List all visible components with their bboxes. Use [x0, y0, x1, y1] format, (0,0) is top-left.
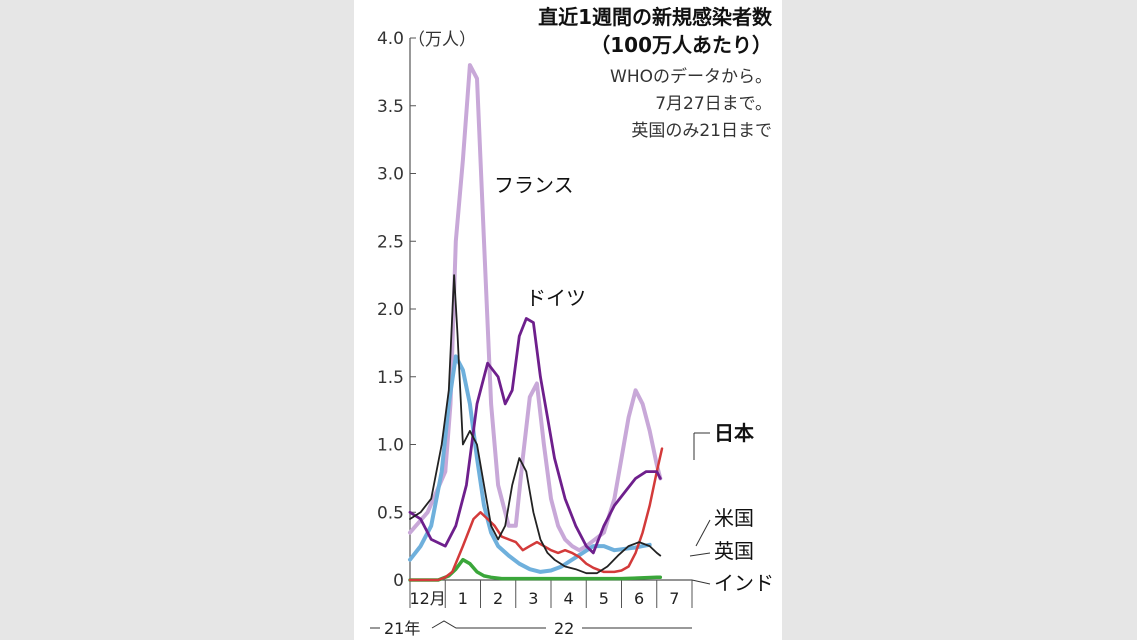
series-line-germany — [408, 317, 662, 555]
series-line-uk — [408, 354, 652, 574]
y-ticks: 0 0.5 1.0 1.5 2.0 2.5 3.0 3.5 4.0 — [377, 29, 416, 591]
y-tick-label: 0 — [393, 571, 404, 591]
x-month-label: 7 — [669, 589, 679, 608]
chart: 直近1週間の新規感染者数 （100万人あたり） WHOのデータから。 7月27日… — [370, 5, 774, 638]
label-germany: ドイツ — [526, 286, 586, 310]
x-month-label: 1 — [458, 589, 468, 608]
leader-india — [691, 579, 711, 585]
chart-title: 直近1週間の新規感染者数 — [538, 5, 773, 29]
x-month-label: 3 — [528, 589, 538, 608]
year-label-2022: 22 — [554, 619, 574, 638]
leader-us — [695, 519, 711, 547]
series-line-us — [409, 274, 662, 575]
series-line-japan — [408, 447, 664, 582]
x-ticks: 12月 1 2 3 4 5 6 7 — [409, 580, 693, 608]
x-month-label: 6 — [634, 589, 644, 608]
year-label-2021: 21年 — [384, 619, 420, 638]
x-month-label: 2 — [493, 589, 503, 608]
y-tick-label: 4.0 — [377, 29, 404, 49]
label-japan: 日本 — [714, 421, 754, 445]
y-unit-label: （万人） — [408, 30, 476, 50]
x-month-label: 4 — [564, 589, 574, 608]
y-tick-label: 3.0 — [377, 165, 404, 185]
label-india: インド — [714, 571, 774, 595]
chart-note-1: WHOのデータから。 — [610, 66, 772, 87]
year-divider — [431, 620, 546, 629]
plot-lines — [408, 63, 664, 582]
chart-subtitle: （100万人あたり） — [590, 33, 772, 57]
label-uk: 英国 — [714, 539, 754, 563]
year-axis: 21年 22 — [370, 619, 692, 638]
x-month-label: 12月 — [409, 589, 445, 608]
y-tick-label: 2.5 — [377, 232, 404, 252]
y-tick-label: 2.0 — [377, 300, 404, 320]
x-month-label: 5 — [599, 589, 609, 608]
y-tick-label: 1.0 — [377, 436, 404, 456]
chart-note-2: 7月27日まで。 — [655, 94, 772, 114]
series-line-france — [408, 63, 663, 553]
y-tick-label: 3.5 — [377, 97, 404, 117]
leader-uk — [689, 552, 711, 557]
chart-panel: 直近1週間の新規感染者数 （100万人あたり） WHOのデータから。 7月27日… — [354, 0, 782, 640]
chart-note-3: 英国のみ21日まで — [631, 121, 772, 141]
label-france: フランス — [494, 173, 574, 197]
label-us: 米国 — [714, 506, 754, 530]
y-tick-label: 0.5 — [377, 503, 404, 523]
y-tick-label: 1.5 — [377, 368, 404, 388]
